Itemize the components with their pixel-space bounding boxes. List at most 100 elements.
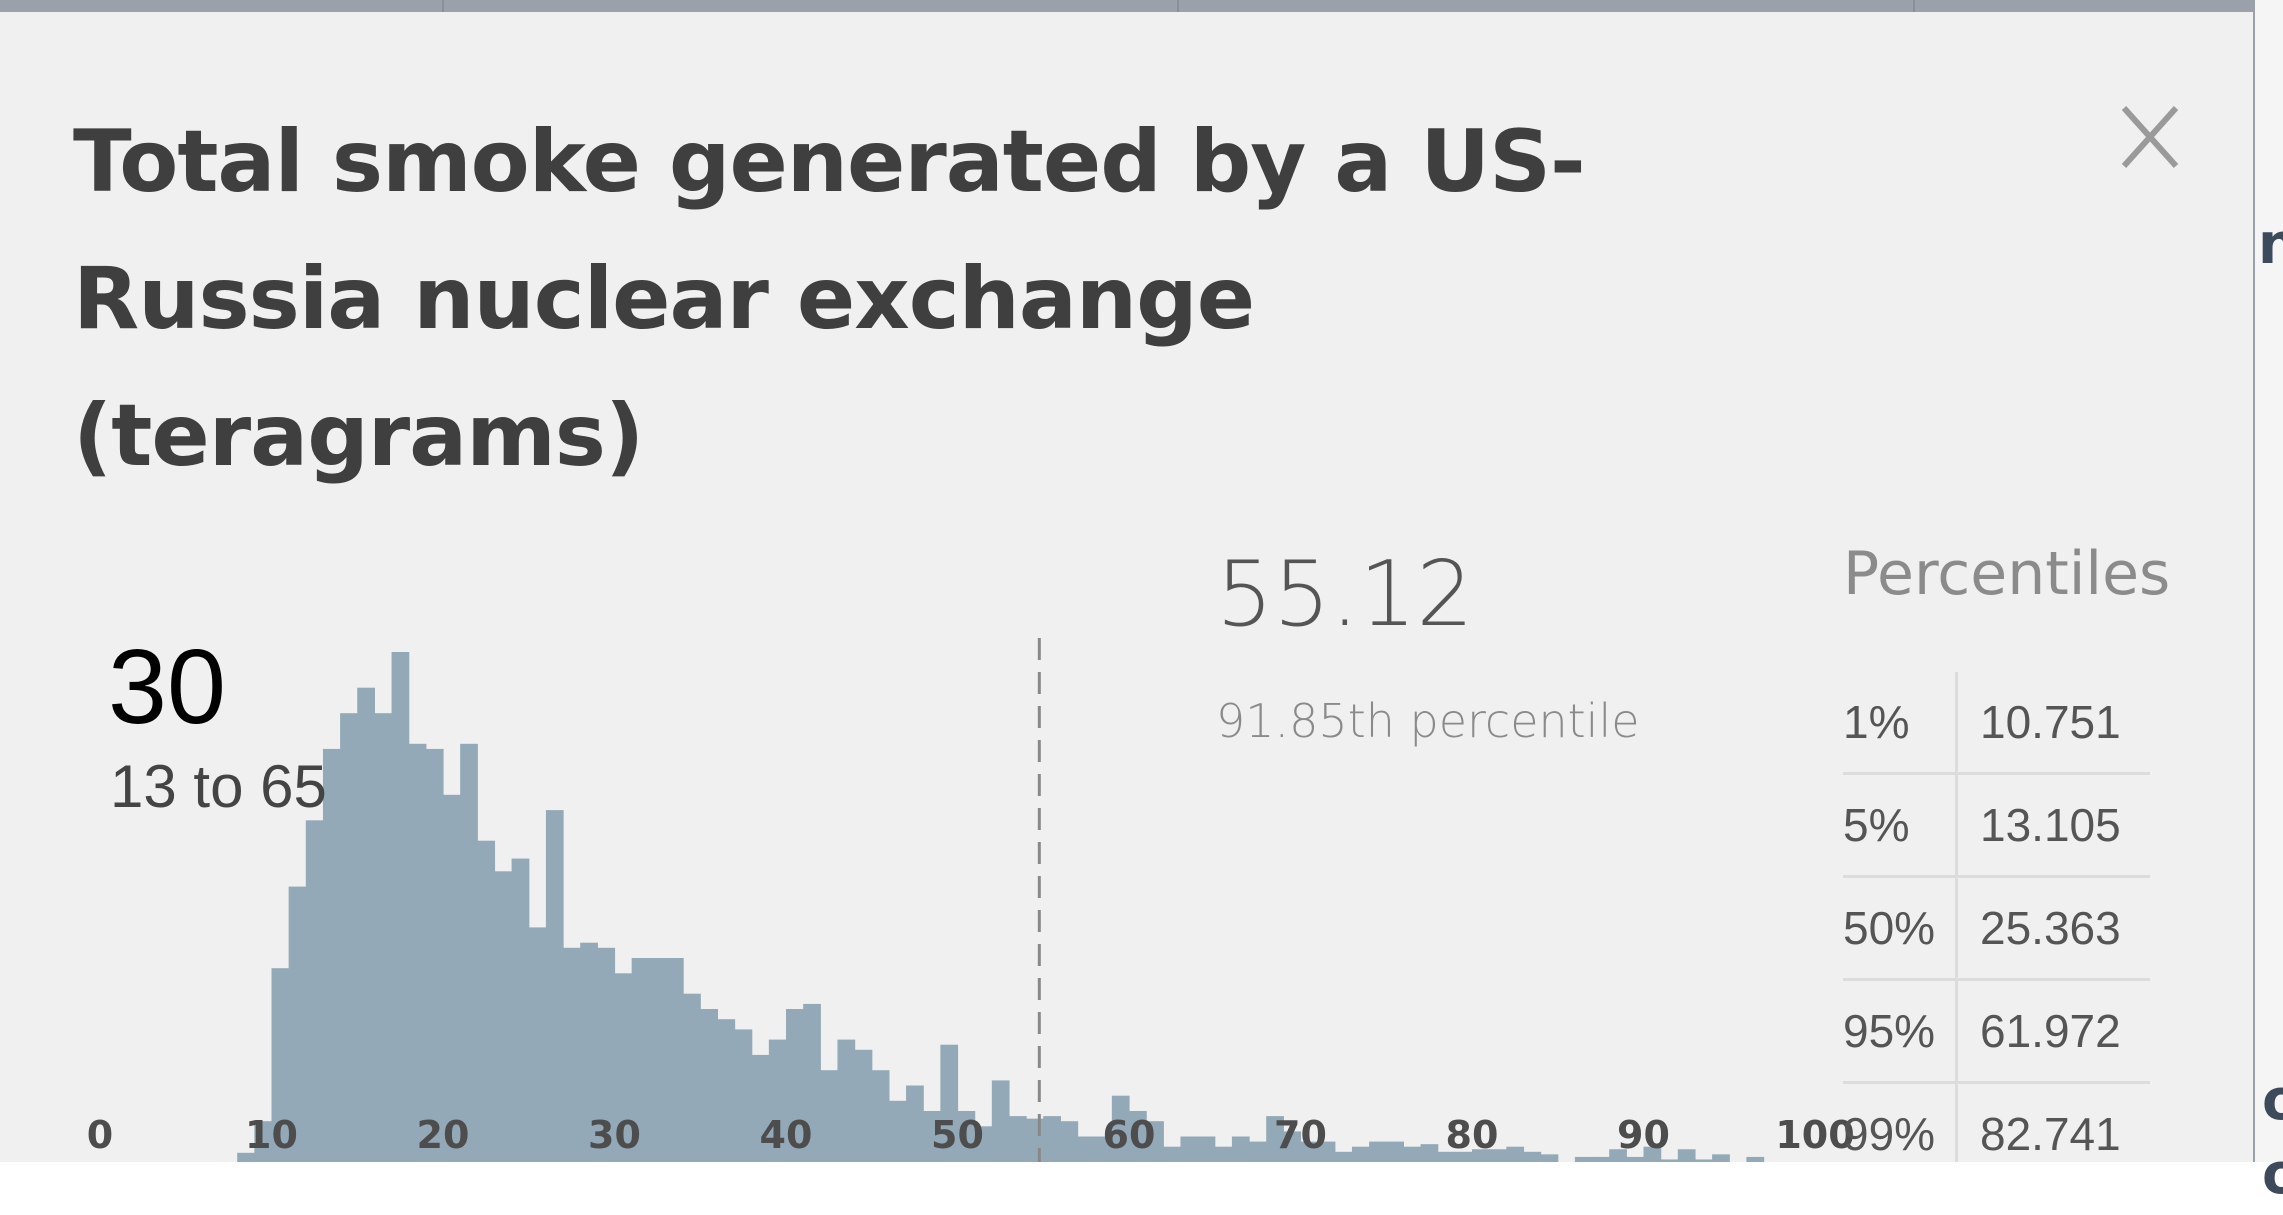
- histogram-bar[interactable]: [1197, 1136, 1216, 1163]
- histogram-bars: [237, 652, 1765, 1163]
- histogram-bar[interactable]: [425, 748, 444, 1162]
- histogram-bar[interactable]: [974, 1126, 993, 1162]
- histogram-bar[interactable]: [237, 1152, 255, 1162]
- x-tick-label: 50: [931, 1113, 984, 1157]
- histogram-bar[interactable]: [751, 1054, 770, 1162]
- histogram-bar[interactable]: [1506, 1146, 1525, 1162]
- x-tick-label: 90: [1617, 1113, 1670, 1157]
- histogram-bar[interactable]: [1694, 1159, 1713, 1162]
- histogram-bar[interactable]: [614, 973, 633, 1162]
- histogram-bar[interactable]: [1317, 1141, 1336, 1162]
- histogram-bar[interactable]: [1489, 1149, 1507, 1162]
- histogram-bar[interactable]: [597, 947, 616, 1162]
- histogram-bar[interactable]: [340, 713, 358, 1162]
- histogram-bar[interactable]: [734, 1029, 753, 1162]
- histogram-bar[interactable]: [1386, 1141, 1404, 1162]
- histogram-bar[interactable]: [700, 1009, 718, 1162]
- histogram-bar[interactable]: [1574, 1156, 1593, 1162]
- histogram-bar[interactable]: [1043, 1116, 1061, 1162]
- histogram-bar[interactable]: [271, 968, 290, 1162]
- histogram-bar[interactable]: [923, 1111, 941, 1162]
- histogram-bar[interactable]: [1472, 1149, 1490, 1162]
- histogram-bar[interactable]: [1677, 1149, 1696, 1162]
- histogram-bar[interactable]: [957, 1111, 976, 1162]
- histogram-bar[interactable]: [820, 1070, 839, 1162]
- x-tick-label: 100: [1775, 1113, 1854, 1157]
- histogram-bar[interactable]: [1060, 1121, 1079, 1162]
- histogram-bar[interactable]: [254, 1121, 273, 1162]
- histogram-bar[interactable]: [408, 743, 427, 1162]
- background-page-text-fragment: o: [2262, 1068, 2283, 1133]
- histogram-bar[interactable]: [1146, 1121, 1164, 1162]
- histogram-bar[interactable]: [545, 810, 564, 1162]
- histogram-bar[interactable]: [460, 743, 478, 1162]
- histogram-bar[interactable]: [1283, 1131, 1302, 1162]
- histogram-bar[interactable]: [837, 1039, 856, 1162]
- histogram-bar[interactable]: [374, 713, 393, 1162]
- histogram-bar[interactable]: [1008, 1116, 1027, 1162]
- histogram-bar[interactable]: [563, 947, 581, 1162]
- histogram-bar[interactable]: [1249, 1141, 1267, 1162]
- histogram-bar[interactable]: [305, 820, 324, 1162]
- histogram-bar[interactable]: [1231, 1136, 1250, 1163]
- histogram-bar[interactable]: [1660, 1159, 1679, 1162]
- histogram-bar[interactable]: [854, 1049, 873, 1162]
- histogram-bar[interactable]: [1351, 1146, 1370, 1162]
- histogram-bar[interactable]: [1300, 1141, 1319, 1162]
- histogram-bar[interactable]: [1403, 1146, 1422, 1162]
- histogram-bar[interactable]: [1334, 1151, 1353, 1162]
- histogram-bar[interactable]: [665, 958, 684, 1162]
- hover-bin-range: 13 to 65: [110, 753, 327, 820]
- histogram-bar[interactable]: [1369, 1141, 1387, 1162]
- histogram-bar[interactable]: [683, 993, 701, 1162]
- histogram-bar[interactable]: [1420, 1144, 1439, 1162]
- histogram-bar[interactable]: [357, 687, 375, 1162]
- histogram-bar[interactable]: [1214, 1146, 1233, 1162]
- histogram-bar[interactable]: [768, 1039, 787, 1162]
- histogram-bar[interactable]: [1163, 1146, 1182, 1162]
- histogram-bar[interactable]: [1523, 1151, 1542, 1162]
- histogram-bar[interactable]: [803, 1003, 821, 1162]
- close-icon[interactable]: [2118, 102, 2182, 172]
- histogram-bar[interactable]: [1077, 1136, 1096, 1163]
- histogram-bar[interactable]: [1592, 1156, 1610, 1162]
- histogram-bar[interactable]: [1266, 1116, 1284, 1162]
- x-tick-label: 0: [87, 1113, 113, 1157]
- histogram-bar[interactable]: [888, 1100, 907, 1162]
- histogram-bar[interactable]: [1746, 1156, 1765, 1162]
- histogram-bar[interactable]: [786, 1009, 804, 1162]
- histogram-bar[interactable]: [631, 958, 650, 1162]
- histogram-bar[interactable]: [1712, 1154, 1730, 1162]
- percentile-value: 13.105: [1956, 772, 2150, 877]
- histogram-bar[interactable]: [1026, 1118, 1044, 1162]
- histogram-bar[interactable]: [494, 871, 513, 1162]
- histogram-bar[interactable]: [871, 1070, 890, 1162]
- histogram-bar[interactable]: [1129, 1111, 1147, 1162]
- histogram-bar[interactable]: [991, 1080, 1010, 1162]
- histogram-bar[interactable]: [940, 1044, 959, 1162]
- histogram-bar[interactable]: [391, 652, 410, 1162]
- histogram-bar[interactable]: [1180, 1136, 1199, 1163]
- histogram-bar[interactable]: [906, 1085, 924, 1163]
- histogram-bar[interactable]: [511, 858, 530, 1162]
- histogram-bar[interactable]: [443, 794, 461, 1162]
- histogram-bar[interactable]: [1454, 1151, 1473, 1162]
- histogram-chart[interactable]: 0 10 20 30 40 50 60 70 80 90 100: [0, 12, 2253, 1162]
- histogram-bar[interactable]: [1643, 1146, 1662, 1162]
- histogram-bar[interactable]: [322, 748, 341, 1162]
- histogram-bar[interactable]: [1094, 1136, 1113, 1163]
- histogram-bar[interactable]: [717, 1019, 736, 1162]
- histogram-bar[interactable]: [477, 840, 496, 1162]
- histogram-bar[interactable]: [1609, 1149, 1627, 1162]
- x-tick-label: 30: [588, 1113, 641, 1157]
- percentile-value: 10.751: [1980, 696, 2121, 748]
- histogram-bar[interactable]: [1111, 1095, 1130, 1162]
- histogram-bar[interactable]: [648, 958, 667, 1162]
- histogram-bar[interactable]: [528, 927, 547, 1162]
- histogram-bar[interactable]: [1626, 1156, 1645, 1162]
- histogram-bar[interactable]: [580, 942, 598, 1162]
- histogram-bar[interactable]: [1437, 1151, 1456, 1162]
- histogram-bar[interactable]: [1540, 1154, 1559, 1162]
- percentile-label: 1%: [1843, 672, 1958, 774]
- histogram-bar[interactable]: [288, 886, 307, 1162]
